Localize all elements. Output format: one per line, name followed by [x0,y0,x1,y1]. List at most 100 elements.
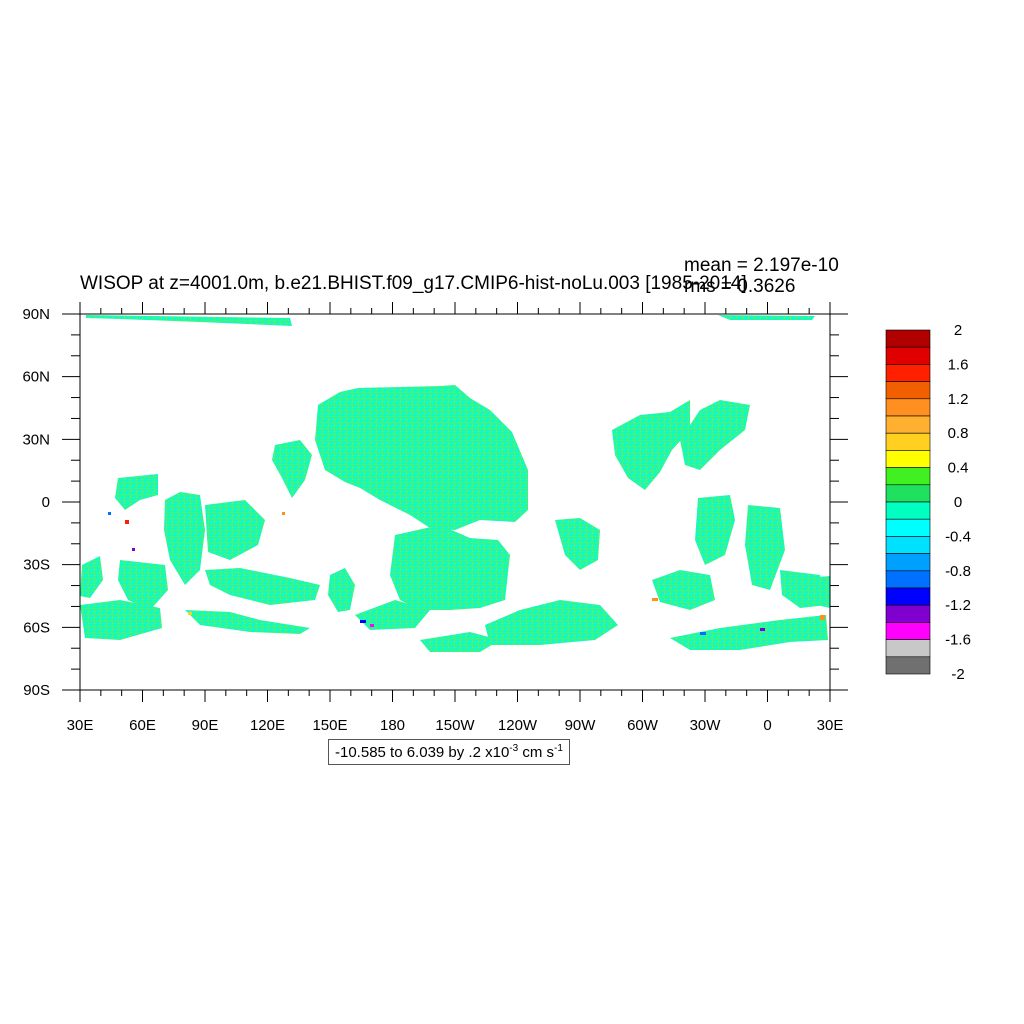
contour-range-text: -10.585 to 6.039 by .2 x10 [335,744,510,761]
y-tick-label: 30S [23,557,50,574]
field-region-indonesia [390,525,510,610]
colorbar-segment [885,501,931,520]
contour-exponent: -3 [509,743,519,754]
outlier-cell [188,612,192,615]
field-region-asia [315,385,528,530]
colorbar-label: 1.2 [948,391,969,408]
x-tick-label: 120W [498,717,538,734]
colorbar-label: -1.2 [945,597,971,614]
map-field [80,315,830,652]
field-outliers [108,512,825,635]
field-region-chile [555,518,600,570]
colorbar-segment [885,415,931,434]
outlier-cell [108,512,111,515]
colorbar-label: 1.6 [948,356,969,373]
colorbar-segment [885,639,931,658]
field-region-kerguelen [185,610,310,634]
colorbar-segment [885,587,931,606]
colorbar-label: 2 [954,322,962,339]
colorbar-label: -1.6 [945,632,971,649]
outlier-cell [820,615,825,620]
colorbar-segment [885,484,931,503]
contour-info-box: -10.585 to 6.039 by .2 x10-3 cm s-1 [328,739,570,765]
x-tick-label: 30E [817,717,844,734]
colorbar-segment [885,398,931,417]
colorbar: 2 1.6 1.2 0.8 0.4 0 -0.4 -0.8 -1.2 -1.6 -2 [885,322,971,683]
outlier-cell [125,520,129,524]
y-tick-label: 60S [23,619,50,636]
x-tick-label: 150W [435,717,475,734]
colorbar-segment [885,381,931,400]
field-region-north-america [612,400,690,490]
x-tick-label: 30W [690,717,722,734]
outlier-cell [652,598,658,601]
x-tick-label: 90W [565,717,597,734]
outlier-cell [360,620,366,623]
field-region-antarctic-rim [670,615,828,650]
y-tick-label: 90S [23,682,50,699]
x-tick-label: 0 [763,717,771,734]
colorbar-segment [885,346,931,365]
colorbar-segment [885,656,931,675]
field-region-india [272,440,312,498]
field-region-new-guinea [328,568,355,612]
field-region-west-edge [80,600,162,640]
chart-title: WISOP at z=4001.0m, b.e21.BHIST.f09_g17.… [80,273,747,294]
colorbar-segment [885,536,931,554]
field-region-edge-east [808,576,830,608]
outlier-cell [132,548,135,551]
contour-units-exponent: -1 [554,743,563,754]
field-region-west-edge-upper [80,556,103,598]
colorbar-segment [885,432,931,451]
y-tick-label: 60N [22,369,50,386]
x-tick-label: 60E [129,717,156,734]
outlier-cell [700,632,706,635]
field-region-arctic-west [86,315,292,326]
rms-label: rms = 0.3626 [684,276,796,297]
x-tick-label: 30E [67,717,94,734]
x-axis: 30E 60E 90E 120E 150E 180 150W 120W 90W 60W 30W 0 30… [67,302,844,734]
field-region-greenland [680,400,750,470]
field-region-arctic-east [718,315,815,320]
field-region-africa-central [164,492,205,585]
field-region-south-pacific [485,600,618,645]
x-tick-label: 180 [380,717,405,734]
colorbar-segment [885,518,931,537]
colorbar-segment [885,622,931,640]
x-tick-label: 120E [250,717,285,734]
colorbar-segment [885,329,931,348]
colorbar-segment [885,570,931,589]
outlier-cell [760,628,765,631]
colorbar-segment [885,364,931,382]
field-region-africa-west [115,474,158,510]
contour-units: cm s [518,744,555,761]
colorbar-label: 0 [954,494,962,511]
outlier-cell [370,624,374,627]
y-axis: 90N 60N 30N 0 30S 60S 90S [22,306,848,699]
colorbar-segment [885,604,931,623]
y-tick-label: 90N [22,306,50,323]
outlier-cell [282,512,285,515]
field-region-andes-south [420,632,500,652]
mean-label: mean = 2.197e-10 [684,255,839,276]
colorbar-segment [885,553,931,572]
field-region-atlantic [695,495,735,565]
y-tick-label: 0 [42,494,50,511]
x-tick-label: 60W [627,717,659,734]
colorbar-label: 0.8 [948,425,969,442]
field-region-south-indian [205,568,320,605]
field-region-new-zealand [355,600,430,630]
colorbar-label: -2 [951,666,964,683]
y-tick-label: 30N [22,431,50,448]
field-region-africa-east [745,505,785,590]
field-region-madagascar [205,500,265,560]
x-tick-label: 90E [192,717,219,734]
x-tick-label: 150E [312,717,347,734]
field-region-south-atlantic [652,570,715,610]
colorbar-segment [885,450,931,468]
colorbar-segment [885,467,931,486]
field-region-southern-africa [118,560,168,610]
colorbar-label: -0.8 [945,563,971,580]
colorbar-label: 0.4 [948,460,969,477]
